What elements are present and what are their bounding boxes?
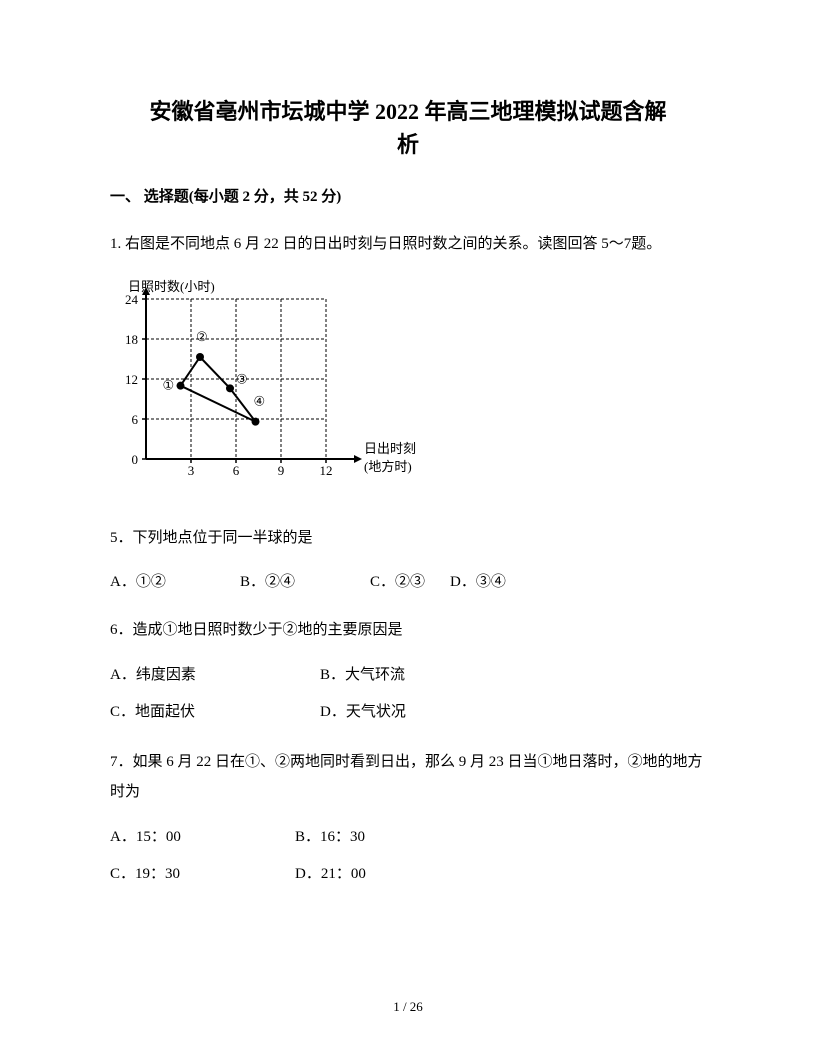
exam-title: 安徽省亳州市坛城中学 2022 年高三地理模拟试题含解 析 [110, 95, 706, 161]
sunrise-chart: 0 6 12 18 24 3 6 9 12 日照时数(小时) 日出时刻 (地方时) ① ② ③④ [110, 279, 430, 494]
q5-opt-d: D．③④ [450, 567, 506, 597]
svg-text:①: ① [163, 378, 175, 393]
q5-opt-b: B．②④ [240, 567, 370, 597]
svg-text:②: ② [196, 329, 208, 344]
title-line1: 安徽省亳州市坛城中学 2022 年高三地理模拟试题含解 [149, 99, 666, 124]
q7-opt-b: B．16：30 [295, 821, 365, 854]
svg-text:日出时刻: 日出时刻 [364, 441, 416, 456]
chart-container: 0 6 12 18 24 3 6 9 12 日照时数(小时) 日出时刻 (地方时) ① ② ③④ [110, 279, 706, 503]
q6-opt-c: C．地面起伏 [110, 696, 320, 729]
svg-text:(地方时): (地方时) [364, 459, 412, 474]
svg-text:9: 9 [278, 463, 285, 478]
svg-text:日照时数(小时): 日照时数(小时) [128, 279, 215, 294]
q6-opt-d: D．天气状况 [320, 696, 406, 729]
q7-options-2: C．19：30 D．21：00 [110, 858, 706, 891]
svg-text:12: 12 [125, 372, 138, 387]
q7-stem: 7．如果 6 月 22 日在①、②两地同时看到日出，那么 9 月 23 日当①地… [110, 747, 706, 807]
q6-stem: 6．造成①地日照时数少于②地的主要原因是 [110, 615, 706, 645]
q1-stem: 1. 右图是不同地点 6 月 22 日的日出时刻与日照时数之间的关系。读图回答 … [110, 229, 706, 259]
q6-opt-a: A．纬度因素 [110, 659, 320, 692]
q7-options-1: A．15：00 B．16：30 [110, 821, 706, 854]
q7-opt-c: C．19：30 [110, 858, 295, 891]
q7-opt-a: A．15：00 [110, 821, 295, 854]
q6-options-1: A．纬度因素 B．大气环流 [110, 659, 706, 692]
title-line2: 析 [397, 132, 419, 157]
q6-opt-b: B．大气环流 [320, 659, 405, 692]
svg-text:③: ③ [236, 371, 248, 386]
svg-text:18: 18 [125, 332, 138, 347]
section-header: 一、 选择题(每小题 2 分，共 52 分) [110, 185, 706, 209]
q5-opt-a: A．①② [110, 567, 240, 597]
q5-options: A．①② B．②④ C．②③ D．③④ [110, 567, 706, 597]
q5-opt-c: C．②③ [370, 567, 450, 597]
q6-options-2: C．地面起伏 D．天气状况 [110, 696, 706, 729]
svg-text:12: 12 [320, 463, 333, 478]
svg-text:6: 6 [132, 412, 139, 427]
q7-opt-d: D．21：00 [295, 858, 366, 891]
svg-text:24: 24 [125, 292, 139, 307]
svg-text:④: ④ [254, 394, 266, 409]
page-footer: 1 / 26 [0, 997, 816, 1018]
svg-text:0: 0 [132, 452, 139, 467]
svg-text:6: 6 [233, 463, 240, 478]
q5-stem: 5．下列地点位于同一半球的是 [110, 523, 706, 553]
svg-text:3: 3 [188, 463, 195, 478]
